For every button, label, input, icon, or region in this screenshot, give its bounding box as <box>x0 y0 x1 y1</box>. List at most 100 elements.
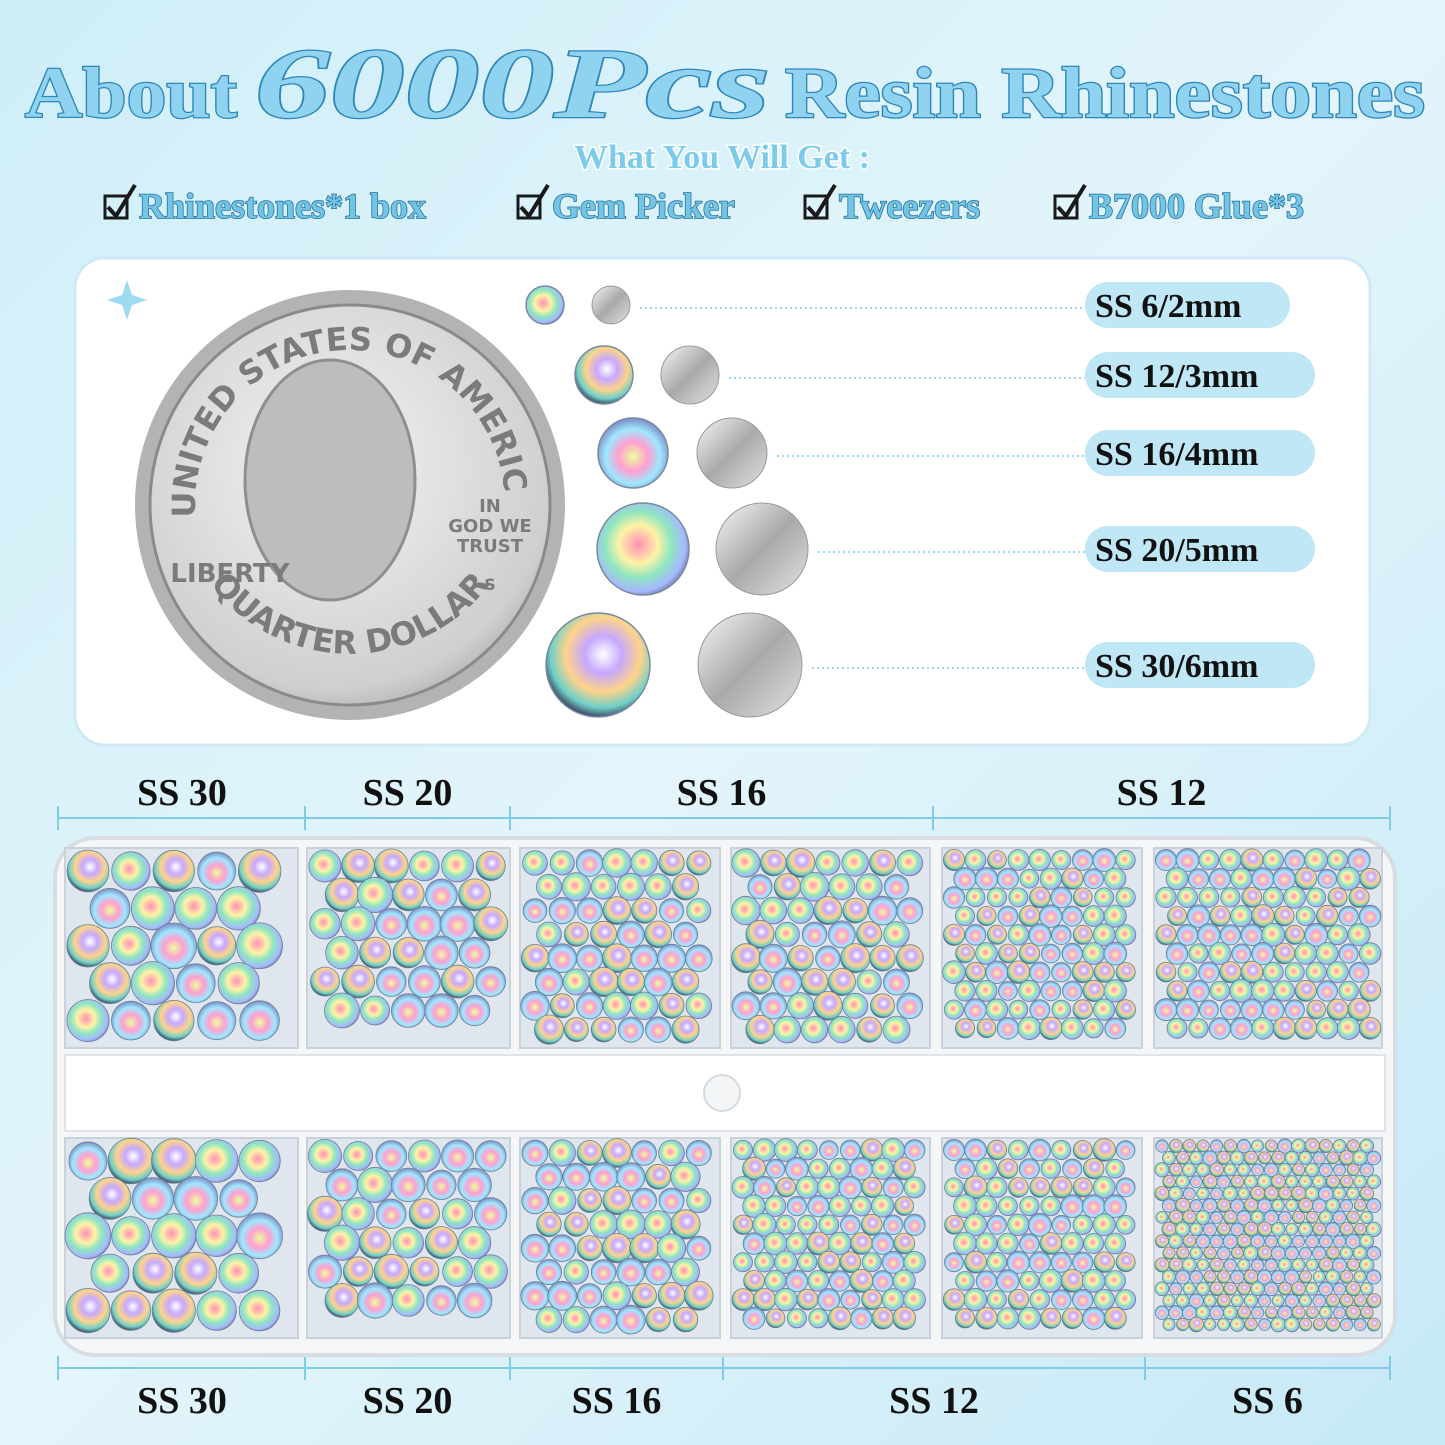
rhinestone <box>964 998 987 1021</box>
checkmark <box>1056 183 1087 220</box>
rhinestone <box>1305 1211 1319 1224</box>
rhinestone <box>236 1212 283 1260</box>
rhinestone <box>1168 1233 1184 1249</box>
rhinestone <box>839 1139 861 1161</box>
rhinestone <box>870 993 895 1019</box>
coin-mint-mark: S <box>484 575 496 594</box>
rhinestone <box>828 873 856 901</box>
rhinestone <box>590 1259 617 1285</box>
rhinestone <box>964 1250 987 1274</box>
rhinestone <box>997 1232 1019 1255</box>
rhinestone <box>375 1140 408 1172</box>
rhinestone <box>1039 1016 1063 1041</box>
rhinestone <box>1115 924 1137 946</box>
rhinestone <box>1093 1288 1115 1311</box>
rhinestone <box>1366 1269 1382 1285</box>
rhinestone <box>1216 1293 1231 1308</box>
rhinestone <box>742 1306 766 1330</box>
rhinestone <box>1366 1293 1382 1309</box>
rhinestone <box>1092 1213 1116 1237</box>
rhinestone <box>325 1168 359 1202</box>
rhinestone <box>1169 1282 1183 1296</box>
rhinestone <box>944 999 965 1020</box>
rhinestone <box>998 943 1018 964</box>
rhinestone <box>458 994 491 1027</box>
rhinestone <box>616 1162 646 1192</box>
rhinestone <box>954 980 976 1002</box>
rhinestone <box>856 1016 883 1043</box>
rhinestone <box>1181 1257 1197 1273</box>
rhinestone <box>731 991 761 1021</box>
rhinestone <box>1339 1270 1354 1284</box>
rhinestone <box>1196 1186 1210 1201</box>
rhinestone <box>656 1233 687 1263</box>
rhinestone <box>549 850 575 876</box>
rhinestone <box>1291 1305 1306 1320</box>
rhinestone <box>1083 1018 1104 1039</box>
rhinestone-sample <box>574 345 634 405</box>
rhinestone <box>111 851 151 891</box>
rhinestone <box>1291 1210 1306 1225</box>
rhinestone-back <box>660 345 720 405</box>
rhinestone <box>1104 1232 1126 1255</box>
rhinestone <box>66 924 110 968</box>
rhinestone <box>342 1256 374 1287</box>
rhinestone <box>943 849 966 872</box>
dimension-lines: SS 30 SS 20 SS 16 SS 12 SS 30 SS 20 SS 16 SS 12… <box>57 772 1391 1422</box>
rhinestone <box>670 1161 701 1192</box>
rhinestone <box>1103 1306 1127 1330</box>
rhinestone <box>1366 1245 1382 1261</box>
rhinestone <box>1277 1186 1292 1201</box>
rhinestone <box>975 942 998 965</box>
rhinestone <box>1007 924 1030 946</box>
rhinestone <box>1155 1211 1169 1224</box>
rhinestone <box>1251 1139 1265 1153</box>
rhinestone <box>426 1285 457 1316</box>
rhinestone <box>775 1214 796 1235</box>
rhinestone <box>88 1177 132 1220</box>
rhinestone <box>1366 1198 1382 1214</box>
rhinestone <box>1339 1174 1354 1189</box>
rhinestone <box>1333 1282 1347 1296</box>
rhinestone <box>520 990 550 1021</box>
rhinestone <box>1208 867 1231 890</box>
rhinestone <box>1264 1234 1278 1248</box>
rhinestone <box>1325 1174 1340 1189</box>
rhinestone <box>602 1186 632 1216</box>
rhinestone <box>1072 924 1093 945</box>
rhinestone <box>1083 868 1105 890</box>
rhinestone <box>953 867 977 891</box>
rhinestone <box>1318 1139 1333 1154</box>
rhinestone <box>197 926 237 966</box>
rhinestone <box>1082 979 1105 1003</box>
rhinestone <box>1336 866 1361 891</box>
rhinestone <box>1182 1187 1196 1200</box>
rhinestone <box>1240 923 1264 947</box>
rhinestone <box>1202 1174 1218 1190</box>
rhinestone <box>1062 1158 1083 1179</box>
content-item: Gem Picker <box>552 186 735 226</box>
rhinestone <box>1188 1018 1209 1039</box>
rhinestone <box>575 944 604 972</box>
rhinestone <box>883 1214 904 1236</box>
rhinestone <box>522 850 548 876</box>
rhinestone <box>787 897 814 924</box>
rhinestone <box>1297 1197 1314 1214</box>
rhinestone <box>457 1167 492 1203</box>
rhinestone <box>850 1307 873 1330</box>
rhinestone <box>964 1213 988 1237</box>
rhinestone <box>1189 1270 1204 1284</box>
rhinestone <box>856 969 882 995</box>
rhinestone <box>563 1259 589 1285</box>
rhinestone <box>985 998 1009 1021</box>
rhinestone <box>731 848 761 878</box>
rhinestone <box>1258 1151 1272 1165</box>
rhinestone <box>1203 1294 1217 1308</box>
rhinestone <box>1072 1140 1093 1160</box>
rhinestone <box>341 1197 375 1231</box>
rhinestone <box>1062 980 1083 1002</box>
rhinestone <box>473 906 509 942</box>
rhinestone <box>1251 1017 1275 1040</box>
rhinestone <box>1294 979 1317 1002</box>
size-pill <box>1085 526 1315 572</box>
